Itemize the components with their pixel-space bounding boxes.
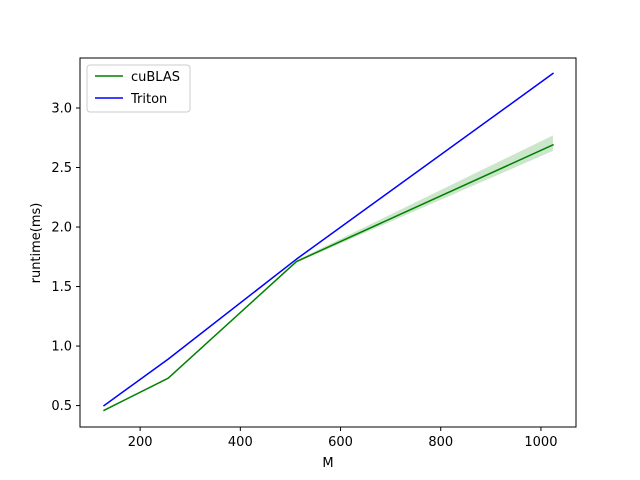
x-axis: 200 400 600 800 1000: [128, 427, 557, 450]
y-tick-label: 2.5: [51, 161, 72, 176]
x-tick-label: 200: [128, 435, 153, 450]
x-axis-label: M: [322, 456, 333, 471]
y-tick-label: 2.0: [51, 221, 72, 236]
series-line-triton: [103, 72, 555, 407]
y-axis: 0.5 1.0 1.5 2.0 2.5 3.0: [51, 101, 80, 414]
x-tick-label: 800: [428, 435, 453, 450]
series-line-cublas: [103, 143, 554, 412]
y-axis-label: runtime(ms): [29, 203, 44, 284]
y-tick-label: 1.5: [51, 280, 72, 295]
legend: cuBLAS Triton: [86, 64, 191, 113]
x-tick-label: 600: [328, 435, 353, 450]
confidence-bands: [104, 135, 553, 411]
plot-frame: [79, 57, 577, 428]
x-tick-label: 400: [228, 435, 253, 450]
band-cublas: [104, 135, 553, 411]
y-tick-label: 3.0: [51, 101, 72, 116]
series-lines: [103, 72, 555, 412]
y-tick-label: 0.5: [51, 399, 72, 414]
legend-label-triton: Triton: [130, 92, 167, 107]
y-tick-label: 1.0: [51, 340, 72, 355]
legend-label-cublas: cuBLAS: [131, 70, 180, 85]
x-tick-label: 1000: [524, 435, 557, 450]
